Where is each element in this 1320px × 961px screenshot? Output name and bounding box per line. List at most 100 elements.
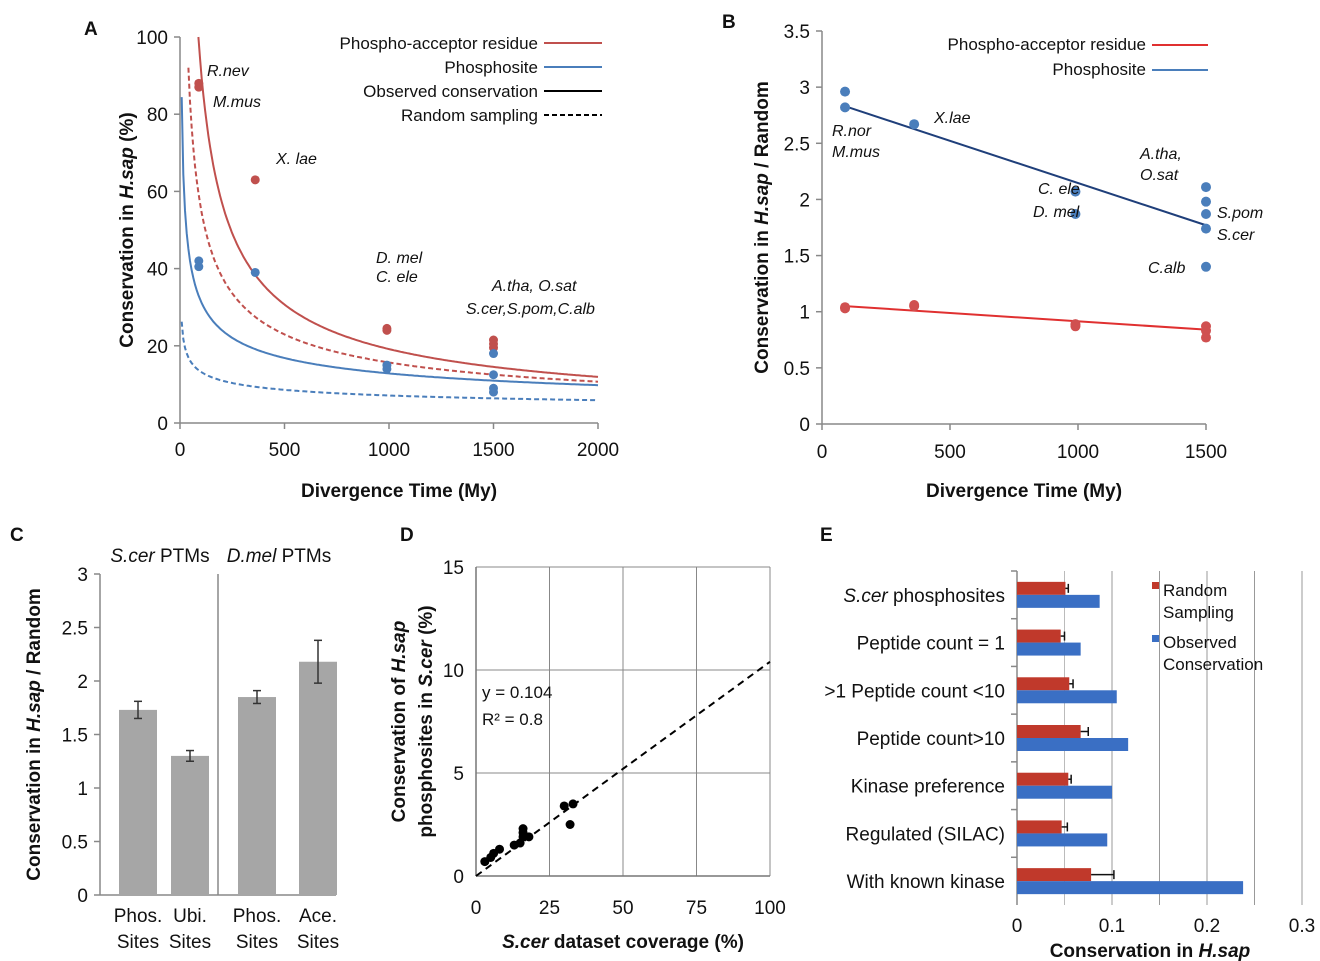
panel-e-legend-label: Conservation [1163,655,1263,674]
panel-a-data-point [194,82,204,92]
panel-b-y-tick-label: 0.5 [784,359,810,380]
panel-c-group-title: D.mel PTMs [227,546,332,567]
panel-a-phosphosite-observed-curve [180,97,599,387]
panel-e-bar-random [1017,772,1069,786]
panel-e-bar-observed [1017,690,1117,704]
panel-b-data-point [1070,321,1081,332]
panel-a-x-tick-label: 1000 [368,440,410,461]
panel-d-y-axis-title: phosphosites in S.cer (%) [416,605,437,837]
panel-c-category-label: Sites [169,932,211,953]
panel-e-bar-observed [1017,642,1081,656]
panel-a-species-label: R.nev [207,63,250,80]
panel-b-y-tick-label: 1.5 [784,247,810,268]
panel-e-legend-label: Observed [1163,633,1237,652]
panel-a-legend-label: Phosphosite [444,58,538,77]
panel-b-letter: B [722,12,736,33]
panel-a-x-axis-title: Divergence Time (My) [301,481,497,502]
panel-d-data-point [565,820,575,829]
panel-a-data-point [489,370,498,380]
panel-c-category-label: Phos. [114,906,163,927]
panel-a-y-tick-label: 80 [147,105,168,126]
panel-b-y-tick-label: 3.5 [784,22,810,43]
panel-a-data-point [194,262,204,272]
panel-e-category-label: Kinase preference [851,777,1005,798]
panel-e-legend-label: Random [1163,581,1227,600]
panel-e-category-label: With known kinase [847,872,1005,893]
panel-a-x-tick-label: 1500 [472,440,514,461]
panel-b-data-point [1201,182,1211,193]
panel-b-species-label: A.tha, [1139,146,1182,163]
panel-a-letter: A [84,19,98,40]
panel-b-data-point [909,301,920,312]
panel-c-y-tick-label: 2 [77,672,88,693]
panel-b-x-tick-label: 0 [817,442,828,463]
panel-a-data-point [382,364,392,374]
panel-e-bar-observed [1017,833,1108,847]
panel-b-y-tick-label: 1 [799,303,810,324]
panel-b-legend-label: Phosphosite [1052,60,1146,79]
panel-a-data-point [250,175,260,185]
panel-a-legend-label: Phospho-acceptor residue [340,34,538,53]
panel-c-category-label: Sites [117,932,159,953]
panel-d-r-squared: R² = 0.8 [482,710,543,729]
panel-b-x-tick-label: 1500 [1185,442,1227,463]
panel-d-y-tick-label: 10 [443,661,464,682]
panel-a-residue-random-curve [187,67,599,383]
panel-b-y-axis-title: Conservation in H.sap / Random [752,81,773,373]
panel-d-y-tick-label: 0 [453,867,464,888]
panel-d-letter: D [400,525,414,546]
panel-a-data-point [382,325,392,335]
panel-b-legend-label: Phospho-acceptor residue [948,35,1146,54]
panel-b-data-point [1201,209,1211,220]
panel-c-bar [299,661,337,895]
panel-e-bar-random [1017,629,1061,643]
panel-b-y-tick-label: 2.5 [784,134,810,155]
panel-a-data-point [489,387,498,397]
panel-a-x-tick-label: 500 [269,440,301,461]
panel-e-legend-swatch [1152,582,1159,589]
panel-c-bar [238,697,276,895]
panel-b-y-tick-label: 0 [799,415,810,436]
panel-b-y-tick-label: 3 [799,78,810,99]
panel-c-category-label: Sites [236,932,278,953]
panel-d-equation: y = 0.104 [482,683,552,702]
panel-b-data-point [840,86,851,97]
panel-d-x-axis-title: S.cer dataset coverage (%) [502,932,744,953]
panel-a-y-axis-title: Conservation in H.sap (%) [117,112,138,347]
panel-d-data-point [518,824,528,834]
panel-b-data-point [840,102,851,113]
panel-e-bar-random [1017,581,1066,595]
panel-e-category-label: S.cer phosphosites [843,586,1005,607]
panel-e-legend-swatch [1152,635,1159,642]
panel-e-letter: E [820,525,833,546]
panel-a-legend-label: Random sampling [401,106,538,125]
panel-c-group-title: S.cer PTMs [110,546,209,567]
panel-b-data-point [1201,332,1211,343]
panel-e-bar-random [1017,868,1092,882]
panel-b-y-tick-label: 2 [799,190,810,211]
panel-d-x-tick-label: 100 [754,898,786,919]
panel-b-data-point [840,303,851,314]
panel-d-y-tick-label: 15 [443,558,464,579]
panel-b-species-label: X.lae [933,110,971,127]
panel-e-bar-observed [1017,785,1112,799]
panel-e-bar-observed [1017,881,1244,895]
panel-c-letter: C [10,525,24,546]
panel-e-bar-observed [1017,738,1129,751]
panel-b-species-label: R.nor [832,123,872,140]
panel-a-residue-observed-curve [197,36,599,378]
panel-e-bar-observed [1017,594,1100,608]
panel-e-x-tick-label: 0.2 [1194,916,1220,937]
panel-d-data-point [559,801,569,811]
panel-b-species-label: O.sat [1140,167,1179,184]
panel-d-data-point [568,799,578,809]
panel-e-category-label: Peptide count = 1 [857,634,1005,655]
panel-c-y-tick-label: 1 [77,779,88,800]
panel-e-bar-random [1017,725,1081,738]
panel-a-data-point [250,267,260,277]
panel-d-x-tick-label: 50 [612,898,633,919]
panel-b-species-label: S.cer [1217,227,1255,244]
panel-a-species-label: C. ele [376,269,418,286]
panel-a-y-tick-label: 100 [136,28,168,49]
